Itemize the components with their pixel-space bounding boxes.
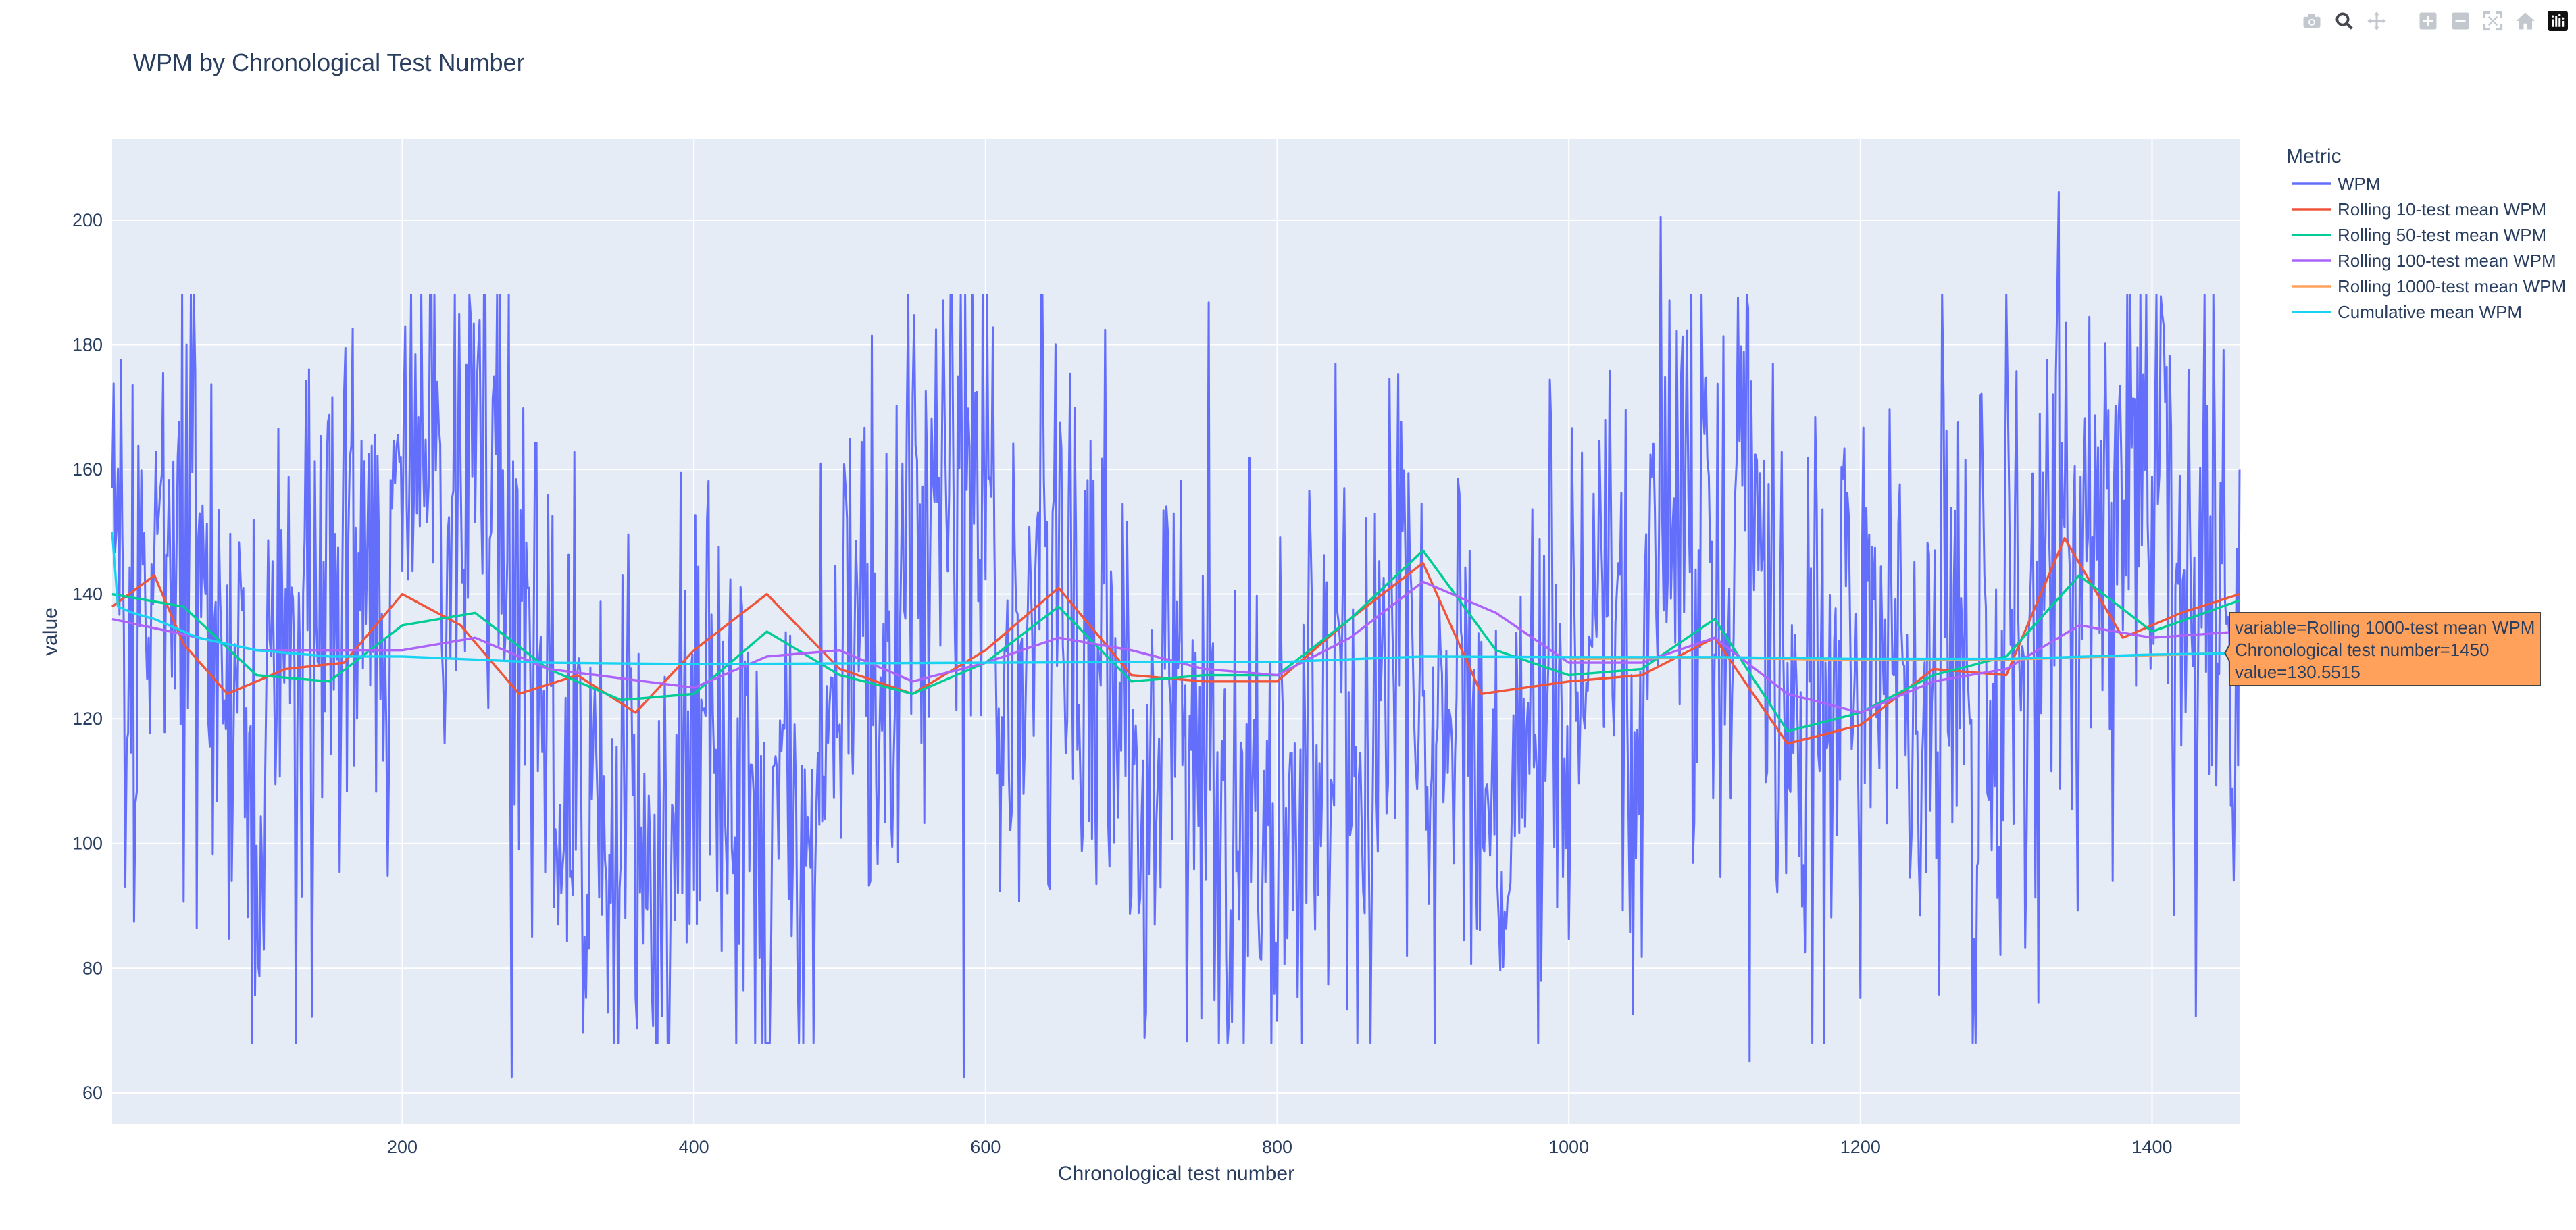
legend-label: Rolling 100-test mean WPM bbox=[2338, 251, 2556, 271]
hover-tooltip: variable=Rolling 1000-test mean WPMChron… bbox=[2224, 612, 2541, 686]
series-layer bbox=[111, 190, 2241, 1079]
y-tick-label: 140 bbox=[72, 584, 103, 605]
legend-item[interactable]: WPM bbox=[2292, 174, 2381, 194]
y-axis-title: value bbox=[39, 607, 61, 656]
legend-label: WPM bbox=[2338, 174, 2381, 194]
y-tick-label: 100 bbox=[72, 834, 103, 854]
plot-area[interactable] bbox=[111, 139, 2241, 1124]
x-tick-label: 1200 bbox=[1840, 1137, 1881, 1157]
x-tick-label: 800 bbox=[1262, 1137, 1292, 1157]
chart-title: WPM by Chronological Test Number bbox=[133, 49, 525, 76]
hover-line: variable=Rolling 1000-test mean WPM bbox=[2235, 617, 2535, 638]
y-tick-label: 160 bbox=[72, 459, 103, 480]
legend-item[interactable]: Rolling 100-test mean WPM bbox=[2292, 251, 2556, 271]
legend-item[interactable]: Rolling 1000-test mean WPM bbox=[2292, 276, 2566, 297]
reset-axes-icon[interactable] bbox=[2514, 9, 2537, 32]
series-line bbox=[111, 532, 2240, 665]
x-axis-title: Chronological test number bbox=[1058, 1162, 1294, 1185]
hover-line: value=130.5515 bbox=[2235, 662, 2360, 682]
modebar bbox=[2300, 9, 2569, 32]
y-tick-label: 120 bbox=[72, 709, 103, 729]
legend[interactable]: Metric WPM Rolling 10-test mean WPM Rollin… bbox=[2286, 145, 2566, 322]
y-tick-label: 60 bbox=[82, 1083, 103, 1103]
x-tick-label: 600 bbox=[970, 1137, 1001, 1157]
y-axis-ticks: 60 80 100 120 140 160 180 200 bbox=[72, 210, 103, 1103]
zoom-out-icon[interactable] bbox=[2449, 9, 2472, 32]
legend-item[interactable]: Rolling 50-test mean WPM bbox=[2292, 225, 2546, 245]
x-tick-label: 1400 bbox=[2131, 1137, 2172, 1157]
legend-label: Rolling 50-test mean WPM bbox=[2338, 225, 2546, 245]
legend-label: Rolling 10-test mean WPM bbox=[2338, 199, 2546, 220]
y-tick-label: 200 bbox=[72, 210, 103, 230]
legend-item[interactable]: Rolling 10-test mean WPM bbox=[2292, 199, 2546, 220]
y-tick-label: 80 bbox=[82, 958, 103, 978]
legend-label: Rolling 1000-test mean WPM bbox=[2338, 276, 2566, 297]
legend-label: Cumulative mean WPM bbox=[2338, 302, 2522, 322]
series-line bbox=[111, 190, 2241, 1079]
legend-item[interactable]: Cumulative mean WPM bbox=[2292, 302, 2522, 322]
legend-title: Metric bbox=[2286, 145, 2342, 168]
plotly-logo-icon[interactable] bbox=[2546, 9, 2569, 32]
y-tick-label: 180 bbox=[72, 335, 103, 355]
pan-icon[interactable] bbox=[2365, 9, 2388, 32]
camera-icon[interactable] bbox=[2300, 9, 2323, 32]
zoom-in-icon[interactable] bbox=[2417, 9, 2440, 32]
x-tick-label: 1000 bbox=[1548, 1137, 1589, 1157]
hover-box bbox=[2224, 612, 2541, 686]
series-line bbox=[111, 580, 2240, 714]
autoscale-icon[interactable] bbox=[2481, 9, 2504, 32]
x-tick-label: 200 bbox=[387, 1137, 418, 1157]
x-axis-ticks: 200 400 600 800 1000 1200 1400 bbox=[387, 1137, 2173, 1157]
hover-line: Chronological test number=1450 bbox=[2235, 640, 2490, 660]
x-tick-label: 400 bbox=[679, 1137, 709, 1157]
zoom-icon[interactable] bbox=[2333, 9, 2356, 32]
